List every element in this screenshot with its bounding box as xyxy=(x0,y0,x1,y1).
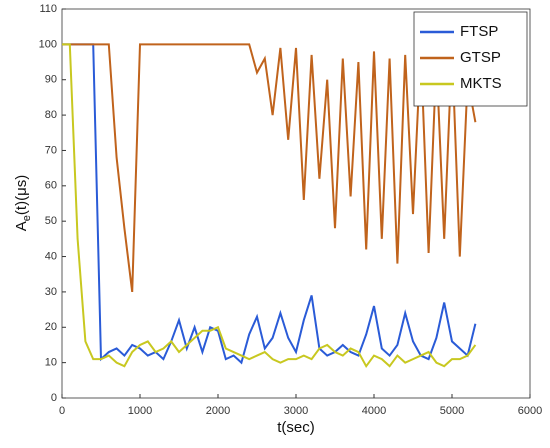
y-label-rest: (t)(μs) xyxy=(13,175,30,215)
x-tick-label: 0 xyxy=(59,405,65,417)
y-tick-label: 60 xyxy=(45,180,57,192)
y-axis-label: Ae(t)(μs) xyxy=(13,175,33,231)
y-tick-label: 80 xyxy=(45,109,57,121)
y-tick-label: 90 xyxy=(45,74,57,86)
x-tick-label: 2000 xyxy=(206,405,230,417)
x-tick-label: 6000 xyxy=(518,405,542,417)
x-axis-label: t(sec) xyxy=(277,419,315,436)
y-tick-label: 50 xyxy=(45,215,57,227)
y-tick-label: 100 xyxy=(39,38,57,50)
legend-label: GTSP xyxy=(460,49,501,66)
series-line xyxy=(62,43,477,369)
legend-label: MKTS xyxy=(460,75,502,92)
x-tick-label: 5000 xyxy=(440,405,464,417)
y-label-sub: e xyxy=(21,215,33,221)
y-tick-label: 20 xyxy=(45,321,57,333)
x-tick-label: 4000 xyxy=(362,405,386,417)
y-tick-label: 110 xyxy=(39,3,57,15)
legend-label: FTSP xyxy=(460,23,498,40)
series-line xyxy=(62,43,477,293)
y-tick-label: 40 xyxy=(45,250,57,262)
x-tick-label: 1000 xyxy=(128,405,152,417)
x-tick-label: 3000 xyxy=(284,405,308,417)
y-tick-label: 70 xyxy=(45,144,57,156)
y-tick-label: 30 xyxy=(45,286,57,298)
y-tick-label: 0 xyxy=(51,392,57,404)
series-line xyxy=(62,43,477,365)
y-label-base: A xyxy=(13,221,30,231)
y-tick-label: 10 xyxy=(45,357,57,369)
